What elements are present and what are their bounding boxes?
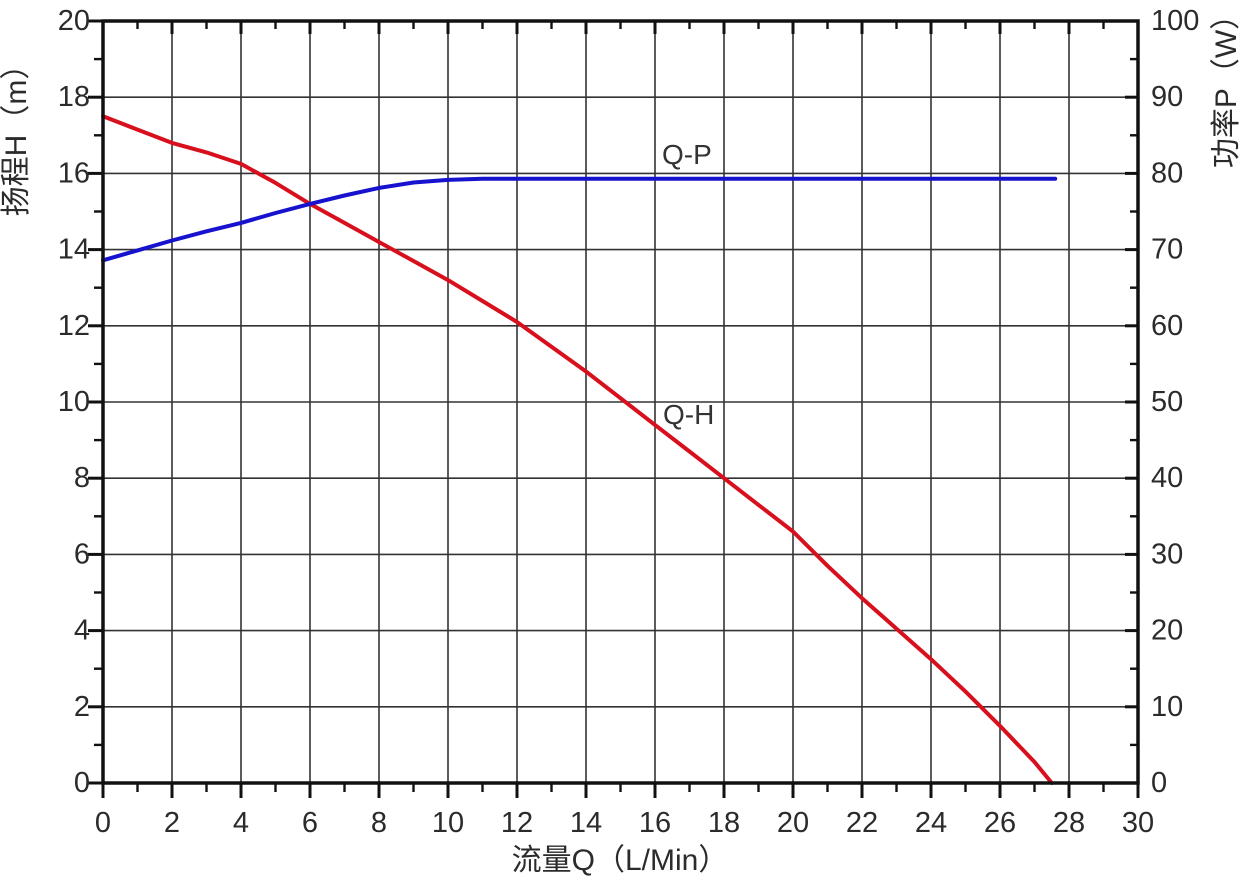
x-tick-label: 26 <box>984 807 1016 839</box>
y-right-tick-label: 0 <box>1151 767 1167 799</box>
series-q-p-curve <box>101 176 1058 263</box>
y-right-tick-label: 60 <box>1151 310 1183 342</box>
y-right-tick-label: 30 <box>1151 538 1183 570</box>
x-tick-label: 22 <box>846 807 878 839</box>
y-right-axis-title: 功率P（W） <box>1210 0 1243 168</box>
y-left-tick-label: 6 <box>74 538 90 570</box>
y-right-tick-label: 10 <box>1151 691 1183 723</box>
y-right-tick-label: 40 <box>1151 462 1183 494</box>
x-tick-label: 8 <box>371 807 387 839</box>
y-left-tick-label: 18 <box>58 81 90 113</box>
curve-label-q-p: Q-P <box>662 139 712 170</box>
x-tick-label: 24 <box>915 807 947 839</box>
y-left-tick-label: 4 <box>74 615 90 647</box>
y-left-tick-label: 16 <box>58 157 90 189</box>
x-tick-label: 0 <box>95 807 111 839</box>
y-left-tick-label: 14 <box>58 234 90 266</box>
curve-label-q-h: Q-H <box>663 399 714 430</box>
x-tick-label: 30 <box>1122 807 1154 839</box>
curves <box>101 114 1058 785</box>
x-tick-label: 16 <box>639 807 671 839</box>
x-tick-label: 14 <box>570 807 602 839</box>
y-left-tick-label: 8 <box>74 462 90 494</box>
series-q-h-curve <box>101 114 1054 785</box>
x-tick-label: 28 <box>1053 807 1085 839</box>
x-tick-label: 18 <box>708 807 740 839</box>
y-right-tick-label: 50 <box>1151 386 1183 418</box>
y-left-tick-label: 10 <box>58 386 90 418</box>
y-left-tick-label: 2 <box>74 691 90 723</box>
axes <box>88 19 1140 798</box>
y-left-axis-title: 扬程H（m） <box>0 50 33 217</box>
y-right-tick-label: 100 <box>1151 5 1199 37</box>
tick-labels: 0 2 4 6 8 10 12 14 16 18 20 22 24 26 28 300246810121416… <box>58 5 1200 839</box>
y-left-tick-label: 20 <box>58 5 90 37</box>
y-right-tick-label: 90 <box>1151 81 1183 113</box>
x-tick-label: 6 <box>302 807 318 839</box>
x-axis-title: 流量Q（L/Min） <box>512 844 729 876</box>
y-right-tick-label: 80 <box>1151 157 1183 189</box>
x-tick-label: 2 <box>164 807 180 839</box>
x-tick-label: 10 <box>432 807 464 839</box>
y-right-tick-label: 70 <box>1151 234 1183 266</box>
x-tick-label: 4 <box>233 807 249 839</box>
x-tick-label: 12 <box>501 807 533 839</box>
y-right-tick-label: 20 <box>1151 615 1183 647</box>
y-left-tick-label: 12 <box>58 310 90 342</box>
x-tick-label: 20 <box>777 807 809 839</box>
gridlines <box>103 21 1138 783</box>
y-left-tick-label: 0 <box>74 767 90 799</box>
